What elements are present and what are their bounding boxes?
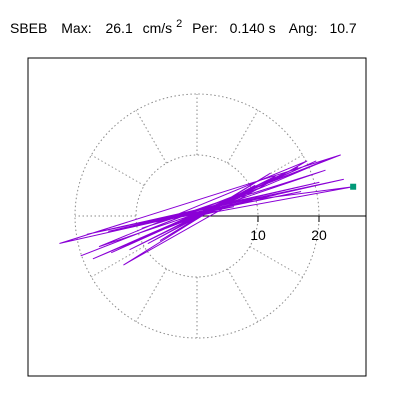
per-value: 0.140 s xyxy=(230,20,276,36)
max-unit-exponent: 2 xyxy=(176,18,182,30)
axes xyxy=(197,215,366,222)
x-tick-label-20: 20 xyxy=(311,227,327,243)
grid-spoke-120 xyxy=(135,110,167,164)
max-value: 26.1 xyxy=(105,20,132,36)
tick-labels: 10 20 xyxy=(250,227,327,243)
per-label: Per: xyxy=(192,20,218,36)
max-unit: cm/s xyxy=(143,20,173,36)
peak-marker xyxy=(350,183,357,190)
grid-spoke-330 xyxy=(249,246,303,278)
x-tick-label-10: 10 xyxy=(250,227,266,243)
data-trace xyxy=(59,154,357,266)
trace-series-0 xyxy=(59,154,354,266)
grid-spoke-60 xyxy=(227,110,259,164)
ang-value: 10.7 xyxy=(329,20,356,36)
grid-spoke-240 xyxy=(135,268,167,322)
grid-spoke-300 xyxy=(227,268,259,322)
ang-label: Ang: xyxy=(289,20,318,36)
max-label: Max: xyxy=(61,20,91,36)
grid-spoke-210 xyxy=(91,246,145,278)
chart-title: SBEB Max: 26.1 cm/s 2 Per: 0.140 s Ang: … xyxy=(10,14,357,36)
station-code: SBEB xyxy=(10,20,47,36)
plot-frame xyxy=(27,57,367,377)
grid-spoke-150 xyxy=(91,154,145,186)
